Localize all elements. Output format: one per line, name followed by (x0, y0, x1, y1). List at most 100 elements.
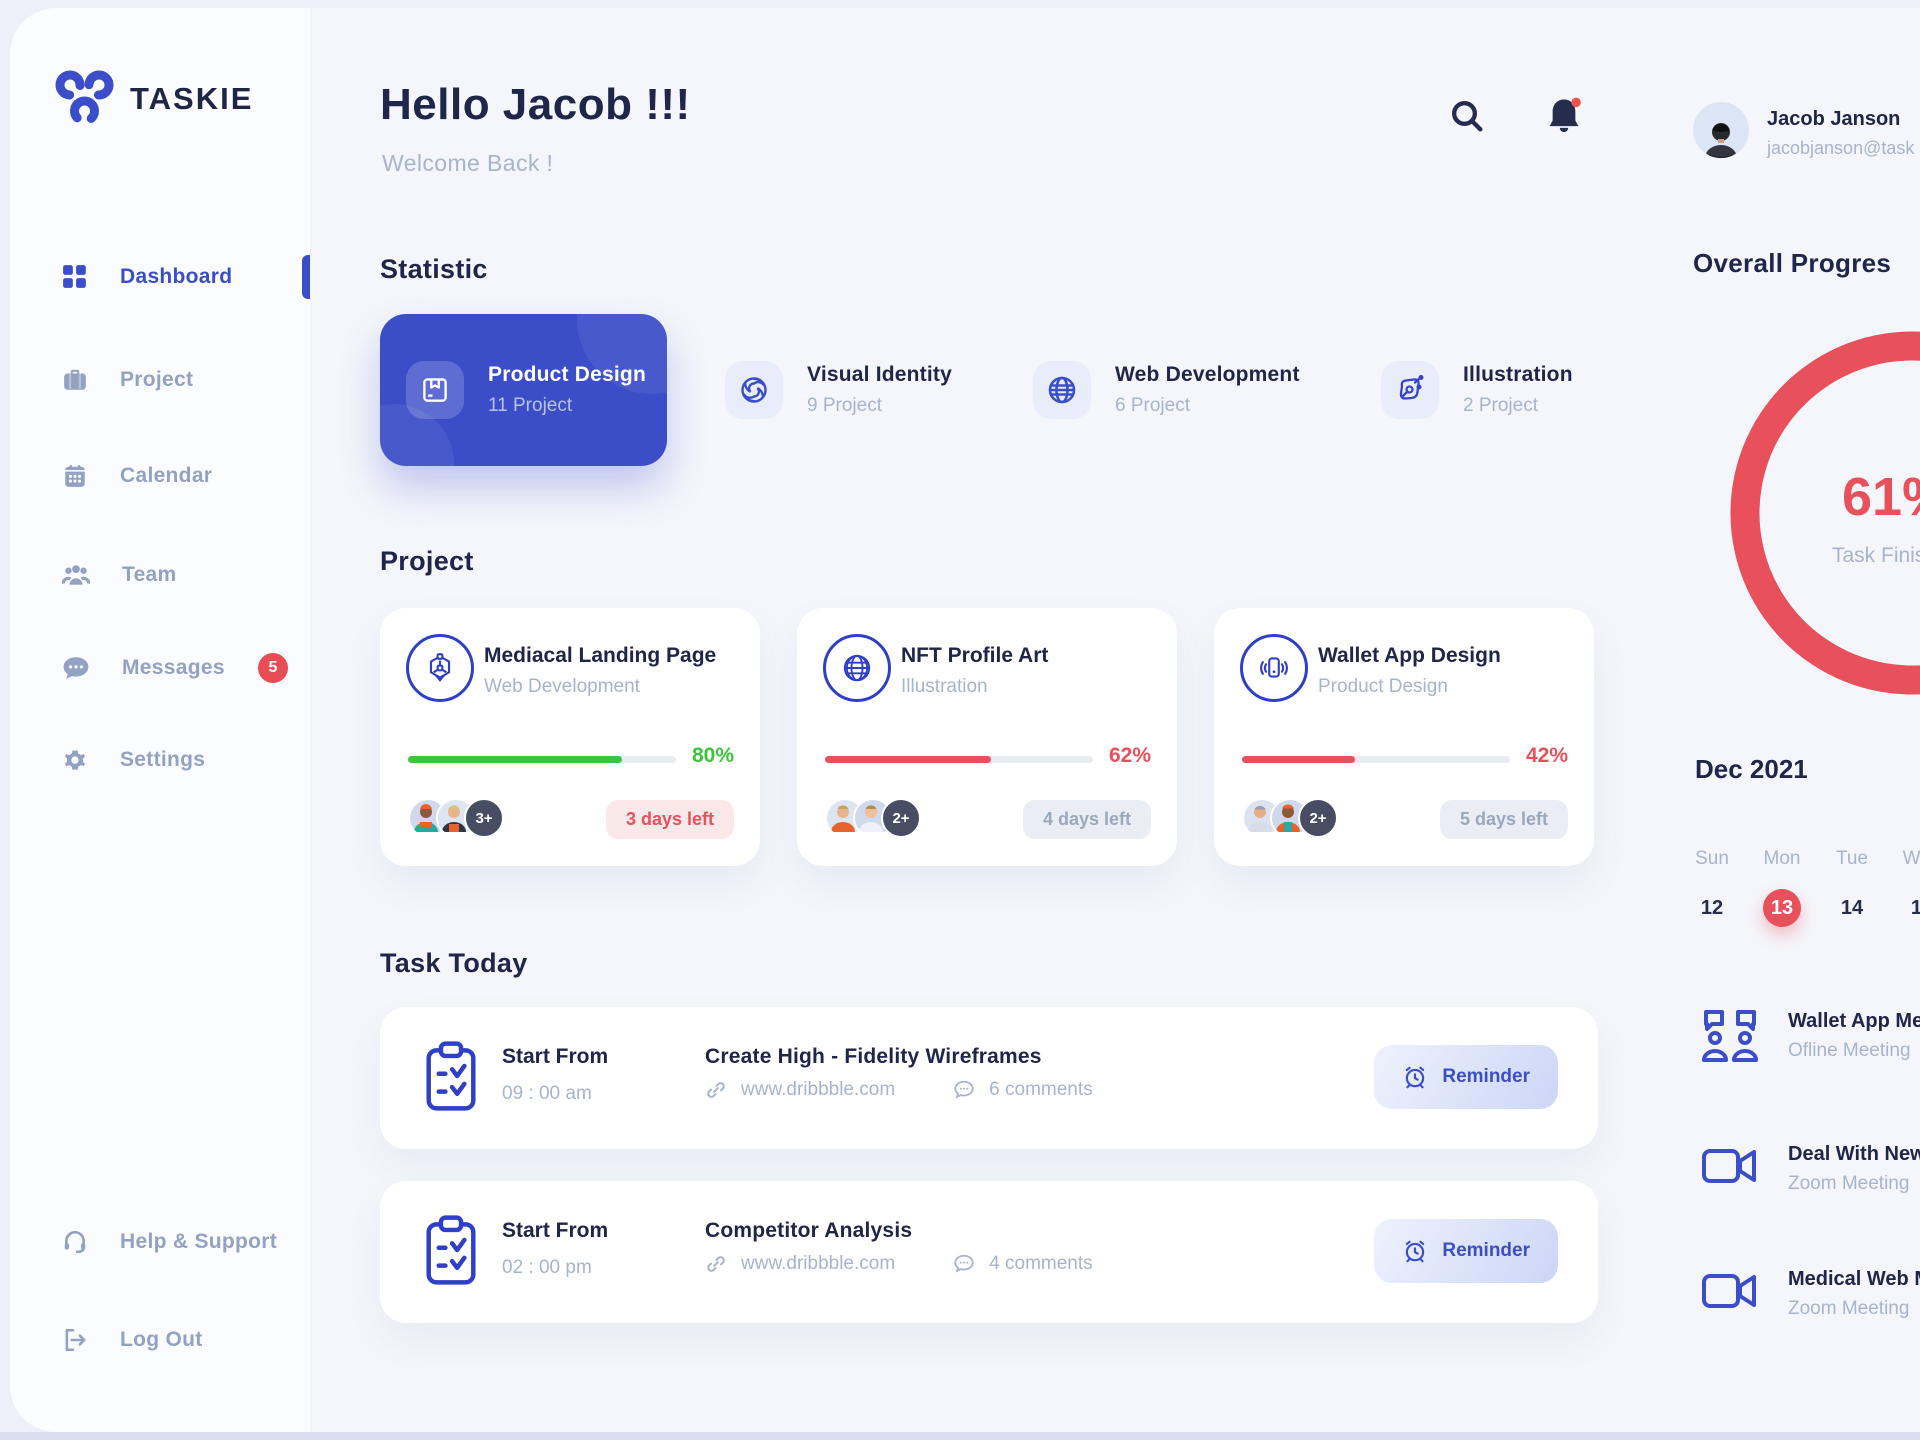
stat-count: 6 Project (1115, 395, 1190, 416)
calendar-day-headers: Sun Mon Tue Wed (1677, 848, 1920, 870)
brand-logo: TASKIE (54, 70, 253, 128)
comment-icon (954, 1080, 974, 1099)
meeting-subtitle: Zoom Meeting (1788, 1173, 1910, 1194)
stat-icon-tile (725, 361, 783, 419)
logout-icon (65, 1328, 86, 1352)
sidebar-item-label: Team (122, 563, 177, 586)
overall-progress-ring (1730, 331, 1920, 695)
project-category: Web Development (484, 676, 640, 697)
day-header: Wed (1902, 848, 1920, 869)
calendar-month: Dec 2021 (1695, 754, 1808, 784)
project-name: Wallet App Design (1318, 644, 1501, 667)
calendar-icon (65, 464, 85, 487)
overall-progress-title: Overall Progres (1693, 248, 1892, 278)
sidebar-item-project[interactable]: Project (10, 356, 310, 404)
link-icon (707, 1256, 725, 1272)
task-title: Competitor Analysis (705, 1219, 913, 1242)
stat-card-visual-identity[interactable]: Visual Identity 9 Project (725, 314, 1015, 466)
avatar (1270, 798, 1310, 838)
phone-vibrate-icon (1260, 657, 1288, 678)
meeting-subtitle: Zoom Meeting (1788, 1298, 1910, 1319)
project-card-mediacal-landing-page[interactable]: Mediacal Landing Page Web Development 80… (380, 608, 760, 866)
calendar-date[interactable]: 12 (1700, 896, 1724, 919)
reminder-button[interactable]: Reminder (1374, 1219, 1558, 1283)
sidebar-item-log-out[interactable]: Log Out (10, 1316, 310, 1364)
stat-label: Product Design (488, 363, 646, 386)
task-today-title: Task Today (380, 948, 528, 978)
project-icon-circle (1240, 634, 1308, 702)
stat-card-web-development[interactable]: Web Development 6 Project (1033, 314, 1343, 466)
page-bottom-edge (0, 1432, 1920, 1440)
avatar-more-count: 2+ (1298, 798, 1338, 838)
alarm-clock-icon (1406, 1240, 1425, 1263)
search-button[interactable] (1447, 96, 1487, 141)
meeting-title: Deal With New (1788, 1143, 1920, 1165)
task-time: 09 : 00 am (502, 1083, 592, 1104)
meeting-title: Wallet App Mee (1788, 1010, 1920, 1032)
sidebar-item-settings[interactable]: Settings (10, 736, 310, 784)
swirl-icon (741, 377, 767, 403)
stat-card-product-design[interactable]: Product Design 11 Project (380, 314, 667, 466)
video-camera-icon (1702, 1274, 1756, 1308)
progress-percent: 62% (1108, 744, 1151, 767)
reminder-label: Reminder (1442, 1240, 1530, 1261)
meeting-subtitle: Ofline Meeting (1788, 1040, 1911, 1061)
reminder-button[interactable]: Reminder (1374, 1045, 1558, 1109)
task-link[interactable]: www.dribbble.com (741, 1079, 896, 1100)
progress-fill (408, 756, 623, 763)
search-icon (1452, 101, 1483, 132)
progress-fill (825, 756, 992, 763)
stat-icon-tile (1033, 361, 1091, 419)
progress-percent: 42% (1525, 744, 1568, 767)
sidebar: TASKIE Dashboard Project Cal (10, 8, 311, 1432)
clipboard-icon (422, 1039, 480, 1118)
calendar-date[interactable]: 14 (1840, 896, 1864, 919)
sidebar-item-team[interactable]: Team (10, 551, 310, 599)
sidebar-item-dashboard[interactable]: Dashboard (10, 253, 310, 301)
days-left-pill: 3 days left (605, 800, 734, 839)
task-link[interactable]: www.dribbble.com (741, 1253, 896, 1274)
days-left-pill: 4 days left (1022, 800, 1151, 839)
task-title: Create High - Fidelity Wireframes (705, 1045, 1042, 1068)
task-start-label: Start From (502, 1045, 609, 1068)
task-comments: 6 comments (989, 1079, 1093, 1100)
calendar-date-selected[interactable]: 13 (1747, 888, 1817, 928)
progress-track (1242, 756, 1510, 763)
stat-label: Visual Identity (807, 363, 952, 386)
progress-track (408, 756, 676, 763)
stat-card-illustration[interactable]: Illustration 2 Project (1381, 314, 1631, 466)
sidebar-item-messages[interactable]: Messages 5 (10, 644, 310, 692)
avatar-group: 2+ (1242, 798, 1338, 838)
sidebar-item-label: Messages (122, 656, 225, 679)
taskie-logo-icon (55, 70, 114, 126)
stat-label: Web Development (1115, 363, 1300, 386)
project-card-nft-profile-art[interactable]: NFT Profile Art Illustration 62% 2+ 4 da… (797, 608, 1177, 866)
sidebar-item-calendar[interactable]: Calendar (10, 452, 310, 500)
project-category: Illustration (901, 676, 988, 697)
active-indicator (302, 255, 310, 299)
calendar-dates: 12 13 14 15 (1677, 888, 1920, 928)
project-name: Mediacal Landing Page (484, 644, 717, 667)
bell-icon (1549, 97, 1581, 133)
task-row[interactable]: Start From 02 : 00 pm Competitor Analysi… (380, 1181, 1598, 1323)
task-row[interactable]: Start From 09 : 00 am Create High - Fide… (380, 1007, 1598, 1149)
project-title: Project (380, 546, 474, 576)
sidebar-item-help-support[interactable]: Help & Support (10, 1218, 310, 1266)
avatar-more-count: 3+ (464, 798, 504, 838)
stat-count: 2 Project (1463, 395, 1538, 416)
profile-email: jacobjanson@task (1767, 138, 1915, 158)
sidebar-item-label: Log Out (120, 1328, 203, 1351)
person-icon (1705, 123, 1737, 158)
discussion-icon (1702, 1010, 1758, 1062)
sidebar-item-label: Settings (120, 748, 206, 771)
project-card-wallet-app-design[interactable]: Wallet App Design Product Design 42% 2+ … (1214, 608, 1594, 866)
dashboard-grid-icon (63, 265, 86, 288)
stat-icon-tile (1381, 361, 1439, 419)
notifications-button[interactable] (1542, 94, 1586, 143)
calendar-date[interactable]: 15 (1910, 896, 1920, 919)
task-time: 02 : 00 pm (502, 1257, 592, 1278)
profile-avatar[interactable] (1693, 102, 1749, 158)
project-name: NFT Profile Art (901, 644, 1049, 667)
welcome-subtitle: Welcome Back ! (382, 150, 554, 176)
chat-icon (63, 657, 89, 679)
